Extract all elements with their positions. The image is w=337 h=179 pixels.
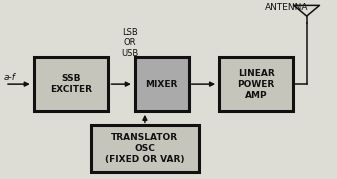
Bar <box>91 125 199 172</box>
Text: MIXER: MIXER <box>146 80 178 89</box>
Text: a-f: a-f <box>3 73 15 82</box>
Bar <box>219 57 293 111</box>
Text: TRANSLATOR
OSC
(FIXED OR VAR): TRANSLATOR OSC (FIXED OR VAR) <box>105 133 185 164</box>
Text: ANTENNA: ANTENNA <box>265 3 308 12</box>
Bar <box>135 57 189 111</box>
Text: SSB
EXCITER: SSB EXCITER <box>50 74 92 94</box>
Text: LSB
OR
USB: LSB OR USB <box>121 28 139 58</box>
Text: LINEAR
POWER
AMP: LINEAR POWER AMP <box>238 69 275 100</box>
Bar <box>34 57 108 111</box>
